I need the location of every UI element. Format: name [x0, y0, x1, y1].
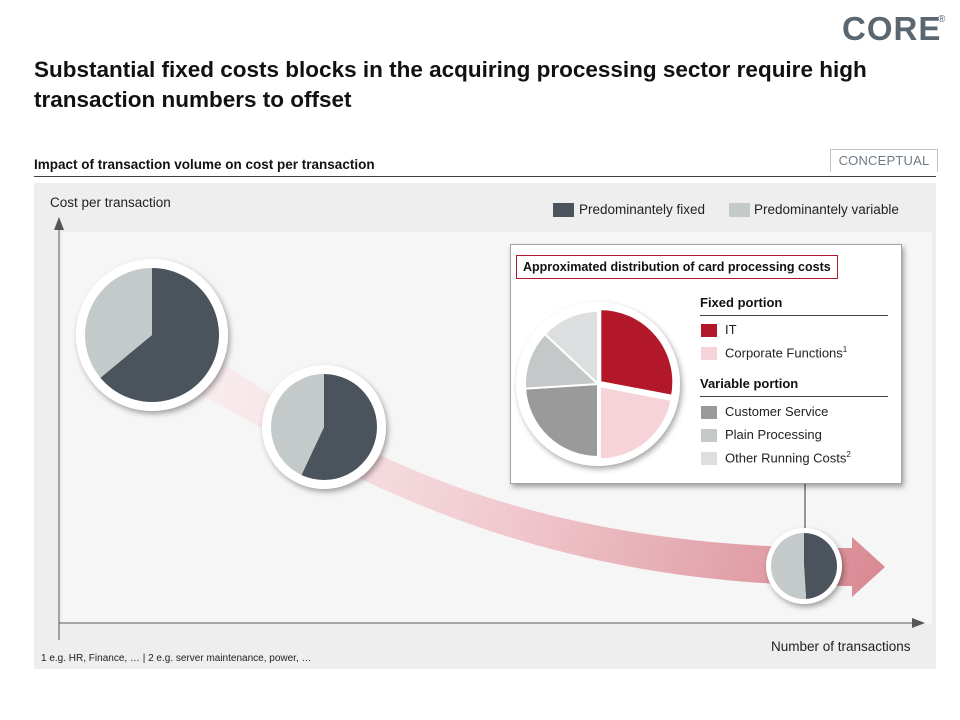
footnote-ref-2: 2	[846, 450, 851, 459]
legend-swatch-corporate-functions	[701, 347, 717, 360]
registered-mark: ®	[938, 14, 946, 25]
legend-label-fixed: Predominantely fixed	[579, 202, 706, 217]
variable-portion-heading: Variable portion	[700, 376, 799, 391]
fixed-portion-rule	[700, 315, 888, 316]
variable-portion-rule	[700, 396, 888, 397]
section-subtitle: Impact of transaction volume on cost per…	[34, 157, 375, 172]
cost-distribution-pie	[524, 308, 675, 461]
legend-swatch-variable	[729, 203, 750, 217]
legend-swatch-plain-processing	[701, 429, 717, 442]
pie-medium-volume-slices	[271, 374, 377, 480]
pie-slice-variable	[771, 533, 807, 599]
pie-low-volume-slices	[85, 268, 219, 402]
x-axis-arrow	[912, 618, 925, 628]
brand-logo: CORE	[842, 10, 942, 47]
conceptual-badge: CONCEPTUAL	[830, 149, 938, 172]
pie-slice-corporate-functions	[598, 385, 673, 461]
legend-swatch-customer-service	[701, 406, 717, 419]
callout-graphics	[516, 302, 680, 466]
pie-slice-customer-service	[524, 382, 599, 459]
pie-slice-it	[599, 308, 675, 397]
pie-slice-fixed	[100, 268, 219, 402]
fixed-portion-heading: Fixed portion	[700, 295, 783, 310]
y-axis-arrow	[54, 217, 64, 230]
x-axis-label: Number of transactions	[771, 639, 911, 654]
subtitle-rule	[34, 176, 936, 177]
legend-swatch-fixed	[553, 203, 574, 217]
page-title: Substantial fixed costs blocks in the ac…	[34, 57, 867, 112]
legend-swatch-other-running-costs	[701, 452, 717, 465]
pie-slice-variable	[85, 268, 152, 378]
y-axis-label: Cost per transaction	[50, 195, 171, 210]
pie-slice-fixed	[804, 533, 838, 599]
legend-swatch-it	[701, 324, 717, 337]
pie-high-volume-slices	[771, 533, 838, 599]
legend-label-corporate-functions: Corporate Functions1	[725, 345, 848, 361]
legend-label-it: IT	[725, 322, 737, 337]
footnote: 1 e.g. HR, Finance, … | 2 e.g. server ma…	[41, 653, 312, 664]
pie-slice-other-running-costs	[543, 309, 599, 387]
legend-label-other-running-costs: Other Running Costs2	[725, 450, 851, 466]
legend-label-plain-processing: Plain Processing	[725, 427, 822, 442]
pie-slice-fixed	[301, 374, 377, 480]
pie-slice-plain-processing	[524, 332, 601, 390]
legend-label-variable: Predominantely variable	[754, 202, 899, 217]
pie-slice-variable	[271, 374, 324, 475]
footnote-ref-1: 1	[842, 345, 848, 354]
legend-label-customer-service: Customer Service	[725, 404, 829, 419]
callout-title: Approximated distribution of card proces…	[516, 255, 838, 279]
